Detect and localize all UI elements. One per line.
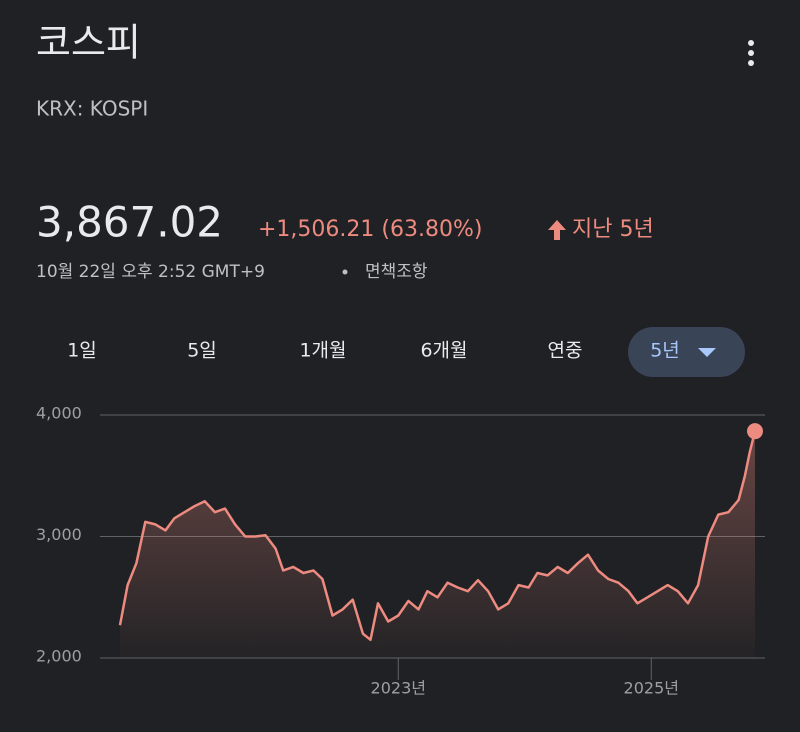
selected-tab-pill[interactable] bbox=[628, 327, 745, 377]
price: 3,867.02 bbox=[36, 198, 223, 247]
dropdown-arrow[interactable] bbox=[698, 348, 716, 357]
y-tick-label: 3,000 bbox=[36, 525, 82, 544]
up-arrow bbox=[548, 220, 566, 240]
x-tick-label: 2023년 bbox=[371, 679, 426, 698]
area bbox=[120, 431, 755, 658]
separator bbox=[342, 269, 348, 275]
timestamp: 10월 22일 오후 2:52 GMT+9 bbox=[36, 262, 265, 282]
symbol: KRX: KOSPI bbox=[36, 97, 148, 121]
tab[interactable]: 5년 bbox=[650, 340, 680, 362]
disclaimer[interactable]: 면책조항 bbox=[365, 262, 428, 282]
tab[interactable]: 1일 bbox=[67, 340, 97, 362]
period: 지난 5년 bbox=[572, 217, 654, 242]
y-tick-label: 4,000 bbox=[36, 404, 82, 423]
tab[interactable]: 1개월 bbox=[299, 340, 346, 362]
tab[interactable]: 연중 bbox=[548, 340, 583, 362]
more-menu[interactable] bbox=[748, 40, 754, 66]
x-tick-label: 2025년 bbox=[624, 679, 679, 698]
change: +1,506.21 (63.80%) bbox=[258, 217, 482, 242]
tab[interactable]: 5일 bbox=[187, 340, 217, 362]
price-line bbox=[118, 430, 757, 642]
title: 코스피 bbox=[36, 21, 141, 65]
last-point bbox=[747, 423, 763, 440]
y-tick-label: 2,000 bbox=[36, 647, 82, 666]
tab[interactable]: 6개월 bbox=[420, 340, 467, 362]
